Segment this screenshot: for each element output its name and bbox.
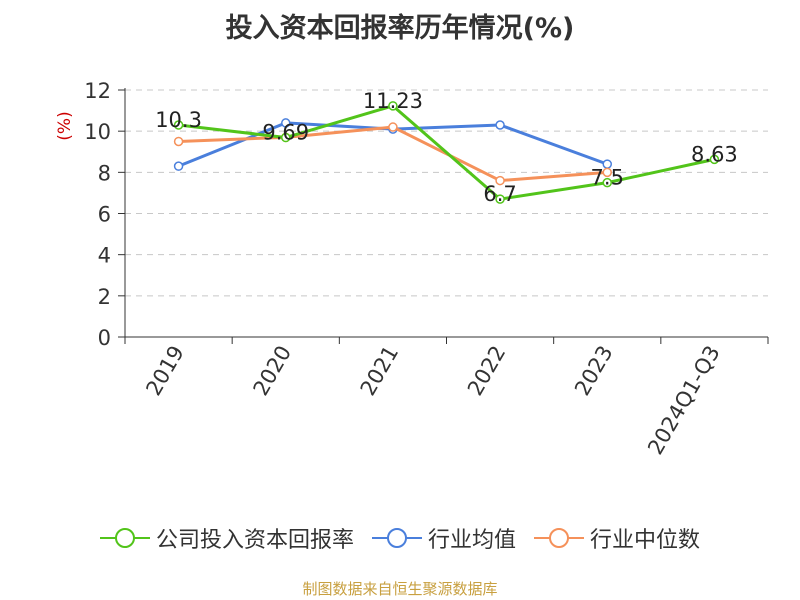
legend: 公司投入资本回报率 行业均值 行业中位数 <box>0 518 800 558</box>
source-note: 制图数据来自恒生聚源数据库 <box>302 580 498 598</box>
y-tick-label: 4 <box>98 244 111 268</box>
x-tick-label: 2022 <box>463 342 511 400</box>
legend-marker-company <box>99 528 150 548</box>
data-point <box>495 175 505 186</box>
data-label: 10.3 <box>155 108 202 132</box>
y-tick-label: 0 <box>98 326 111 350</box>
data-point <box>173 120 184 130</box>
data-point <box>388 122 398 132</box>
legend-marker-industry-avg <box>371 528 422 548</box>
data-point <box>602 167 612 178</box>
data-point <box>602 177 612 188</box>
legend-marker-industry-median <box>534 528 584 548</box>
legend-item-industry-median[interactable]: 行业中位数 <box>534 522 700 554</box>
data-point <box>495 120 505 130</box>
data-label: 6.7 <box>483 182 516 206</box>
y-tick-label: 8 <box>98 161 111 185</box>
x-tick-label: 2019 <box>141 342 189 400</box>
data-label: 8.63 <box>691 142 738 166</box>
data-point <box>388 101 398 111</box>
y-axis-label: (%) <box>55 111 75 140</box>
data-point <box>173 136 184 147</box>
legend-label-industry-avg: 行业均值 <box>427 528 516 553</box>
data-point <box>495 194 505 204</box>
y-tick-label: 2 <box>98 285 111 309</box>
x-tick-label: 2024Q1-Q3 <box>643 342 725 459</box>
x-tick-label: 2020 <box>249 342 297 400</box>
data-point <box>281 132 291 143</box>
chart-title: 投入资本回报率历年情况(%) <box>225 13 575 44</box>
legend-label-industry-median: 行业中位数 <box>590 528 701 553</box>
data-label: 11.23 <box>363 89 423 113</box>
data-point <box>173 161 184 171</box>
data-point <box>281 118 291 128</box>
legend-item-company[interactable]: 公司投入资本回报率 <box>99 522 354 554</box>
series-line <box>178 104 715 201</box>
legend-label-company: 公司投入资本回报率 <box>155 528 354 553</box>
data-label: 9.69 <box>262 121 309 145</box>
x-tick-label: 2021 <box>356 342 404 400</box>
x-tick-label: 2023 <box>570 342 618 400</box>
legend-item-industry-avg[interactable]: 行业均值 <box>371 522 516 554</box>
data-point <box>709 154 720 165</box>
y-tick-label: 12 <box>84 79 111 103</box>
y-tick-label: 10 <box>84 120 111 144</box>
y-tick-label: 6 <box>98 203 111 227</box>
data-label: 7.5 <box>591 166 624 190</box>
